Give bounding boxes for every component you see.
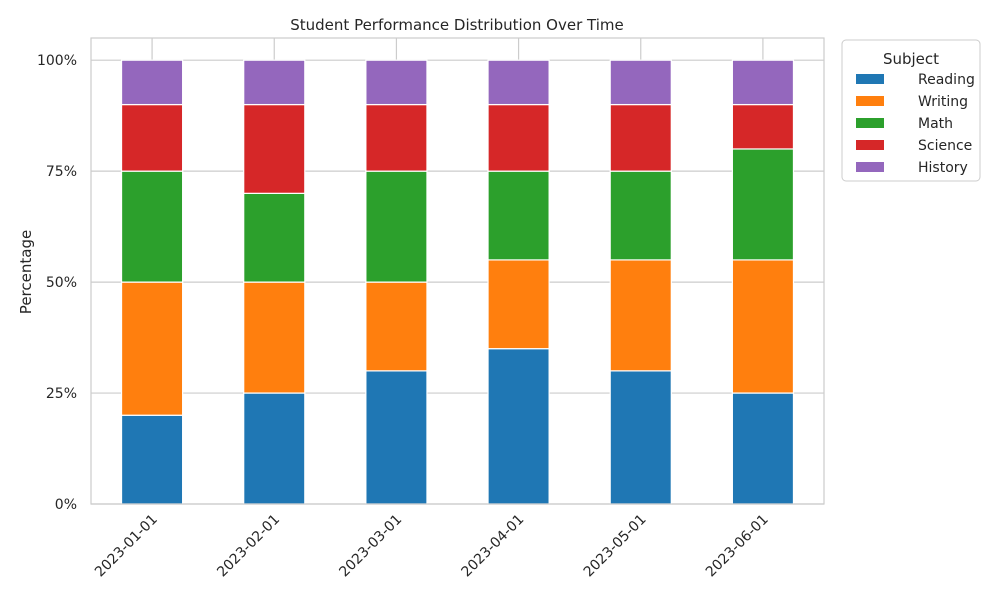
bar-segment-reading-2023-04-01: [487, 348, 550, 505]
bar-segment-writing-2023-03-01: [365, 281, 428, 372]
bar-segment-history-2023-02-01: [243, 59, 306, 106]
legend: Subject Reading Writing Math Science History: [841, 39, 981, 182]
legend-label-history: History: [918, 160, 968, 176]
bars: [120, 59, 795, 505]
y-axis-ticks: 0% 25% 50% 75% 100%: [37, 53, 77, 513]
x-tick-label: 2023-01-01: [92, 512, 161, 581]
legend-label-reading: Reading: [918, 72, 975, 88]
bar-segment-history-2023-01-01: [120, 59, 184, 106]
legend-swatch-science: [856, 140, 884, 150]
bar-segment-reading-2023-03-01: [365, 370, 428, 505]
bar-segment-math-2023-04-01: [487, 170, 550, 261]
legend-swatch-writing: [856, 96, 884, 106]
x-tick-label: 2023-05-01: [581, 512, 650, 581]
legend-items: Reading Writing Math Science History: [856, 72, 975, 176]
bar-segment-writing-2023-01-01: [120, 281, 184, 416]
plot-frame: [90, 37, 825, 505]
y-tick-label: 0%: [55, 497, 77, 513]
bar-segment-math-2023-05-01: [609, 170, 672, 261]
bar-segment-math-2023-02-01: [243, 192, 306, 283]
grid-lines: [91, 38, 824, 505]
legend-swatch-math: [856, 118, 884, 128]
bar-segment-history-2023-03-01: [365, 59, 428, 106]
legend-title: Subject: [883, 50, 939, 68]
bar-segment-science-2023-03-01: [365, 103, 428, 172]
bar-segment-science-2023-05-01: [609, 103, 672, 172]
x-tick-label: 2023-03-01: [336, 512, 405, 581]
bar-segment-reading-2023-02-01: [243, 392, 306, 505]
bar-segment-reading-2023-05-01: [609, 370, 672, 505]
bar-segment-reading-2023-01-01: [120, 414, 184, 505]
x-tick-label: 2023-02-01: [214, 512, 283, 581]
bar-segment-writing-2023-02-01: [243, 281, 306, 394]
legend-label-math: Math: [918, 116, 953, 132]
legend-label-science: Science: [918, 138, 972, 154]
y-axis-label: Percentage: [17, 230, 35, 314]
bar-segment-writing-2023-04-01: [487, 259, 550, 350]
chart-title: Student Performance Distribution Over Ti…: [290, 16, 623, 34]
bar-segment-history-2023-06-01: [731, 59, 795, 106]
y-tick-label: 75%: [46, 164, 77, 180]
bar-segment-science-2023-04-01: [487, 103, 550, 172]
legend-label-writing: Writing: [918, 94, 968, 110]
legend-swatch-history: [856, 162, 884, 172]
bar-segment-history-2023-05-01: [609, 59, 672, 106]
bar-segment-math-2023-03-01: [365, 170, 428, 283]
bar-segment-science-2023-06-01: [731, 103, 795, 150]
x-tick-label: 2023-04-01: [459, 512, 528, 581]
x-tick-label: 2023-06-01: [703, 512, 772, 581]
y-tick-label: 50%: [46, 275, 77, 291]
bar-segment-math-2023-06-01: [731, 148, 795, 261]
bar-segment-science-2023-01-01: [120, 103, 184, 172]
bar-segment-reading-2023-06-01: [731, 392, 795, 505]
bar-segment-science-2023-02-01: [243, 103, 306, 194]
y-tick-label: 25%: [46, 386, 77, 402]
x-axis-ticks: 2023-01-01 2023-02-01 2023-03-01 2023-04-01…: [92, 512, 772, 581]
legend-swatch-reading: [856, 74, 884, 84]
bar-segment-history-2023-04-01: [487, 59, 550, 106]
bar-segment-math-2023-01-01: [120, 170, 184, 283]
bar-segment-writing-2023-06-01: [731, 259, 795, 394]
y-tick-label: 100%: [37, 53, 77, 69]
bar-segment-writing-2023-05-01: [609, 259, 672, 372]
